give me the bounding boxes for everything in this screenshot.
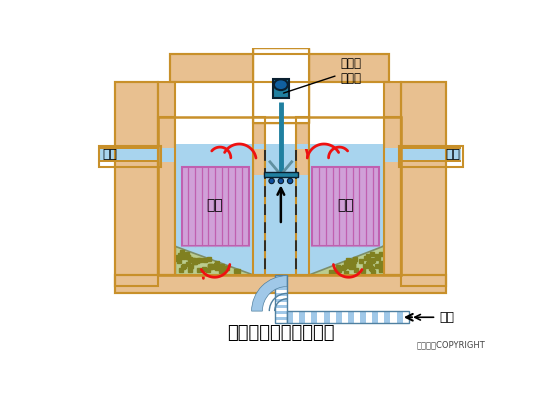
Bar [275,281,287,284]
Bar [296,117,309,275]
Bar [401,82,446,287]
Bar [273,79,289,98]
Bar [275,299,287,302]
Bar [253,48,309,123]
Bar [158,148,175,162]
Bar [115,82,158,287]
Bar [115,275,446,293]
Bar [181,167,248,246]
Bar [170,54,390,82]
Bar [384,311,390,324]
Bar [378,311,384,324]
Circle shape [287,178,293,183]
Wedge shape [252,276,287,311]
Bar [336,311,342,324]
Bar [253,175,309,275]
Bar [305,311,311,324]
Bar [397,311,403,324]
Bar [265,146,296,275]
Bar [115,275,446,293]
Bar [175,246,253,275]
Text: 接触氧化池基本构造图: 接触氧化池基本构造图 [227,324,335,341]
Bar [293,311,299,324]
Bar [309,246,384,275]
Bar [399,146,463,167]
Bar [312,167,379,246]
Bar [115,82,158,287]
Text: 东方仿真COPYRIGHT: 东方仿真COPYRIGHT [417,341,486,349]
Bar [287,311,409,324]
Bar [317,311,323,324]
Bar [175,146,253,275]
Bar [401,148,461,162]
Bar [323,311,329,324]
Bar [372,311,378,324]
Bar [287,311,293,324]
Bar [360,311,366,324]
Bar [401,82,446,287]
Bar [275,320,287,324]
Bar [311,311,317,324]
Bar [275,275,287,278]
Bar [158,82,175,275]
Bar [299,311,305,324]
Bar [329,311,336,324]
Bar [175,144,384,149]
Bar [275,311,287,314]
Bar [342,311,348,324]
Bar [384,117,401,275]
Text: 出流: 出流 [102,148,117,160]
Bar [99,148,158,162]
Bar [265,117,296,146]
Bar [275,290,287,293]
Bar [175,117,253,146]
Polygon shape [175,246,253,275]
Bar [401,147,461,148]
Bar [275,284,287,287]
Bar [275,287,287,290]
Bar [265,156,296,275]
Bar [275,308,287,311]
Bar [309,146,384,275]
Bar [275,278,287,281]
Bar [275,317,287,320]
Bar [354,311,360,324]
Bar [384,148,401,162]
Bar [275,305,287,308]
Bar [99,147,158,148]
Bar [309,117,384,146]
Text: 表面曝
气装置: 表面曝 气装置 [283,57,362,93]
Circle shape [269,178,275,183]
Bar [253,48,309,123]
Text: 原水: 原水 [439,311,454,324]
Text: 出流: 出流 [445,148,460,160]
Bar [390,311,397,324]
Bar [253,117,265,275]
Bar [170,54,390,82]
Text: 填料: 填料 [337,199,354,213]
Ellipse shape [274,79,288,90]
Bar [253,117,265,275]
Polygon shape [309,246,384,275]
Bar [158,117,401,275]
Bar [158,117,175,275]
Bar [384,82,401,275]
Bar [275,314,287,317]
Bar [275,293,287,296]
Bar [403,311,409,324]
Bar [401,160,461,162]
Bar [264,172,298,177]
Bar [296,117,309,275]
Bar [275,275,287,324]
Bar [366,311,372,324]
Text: 填料: 填料 [206,199,223,213]
Bar [348,311,354,324]
Bar [275,296,287,299]
Bar [99,146,161,167]
Circle shape [278,178,283,183]
Bar [99,160,158,162]
Bar [275,302,287,305]
